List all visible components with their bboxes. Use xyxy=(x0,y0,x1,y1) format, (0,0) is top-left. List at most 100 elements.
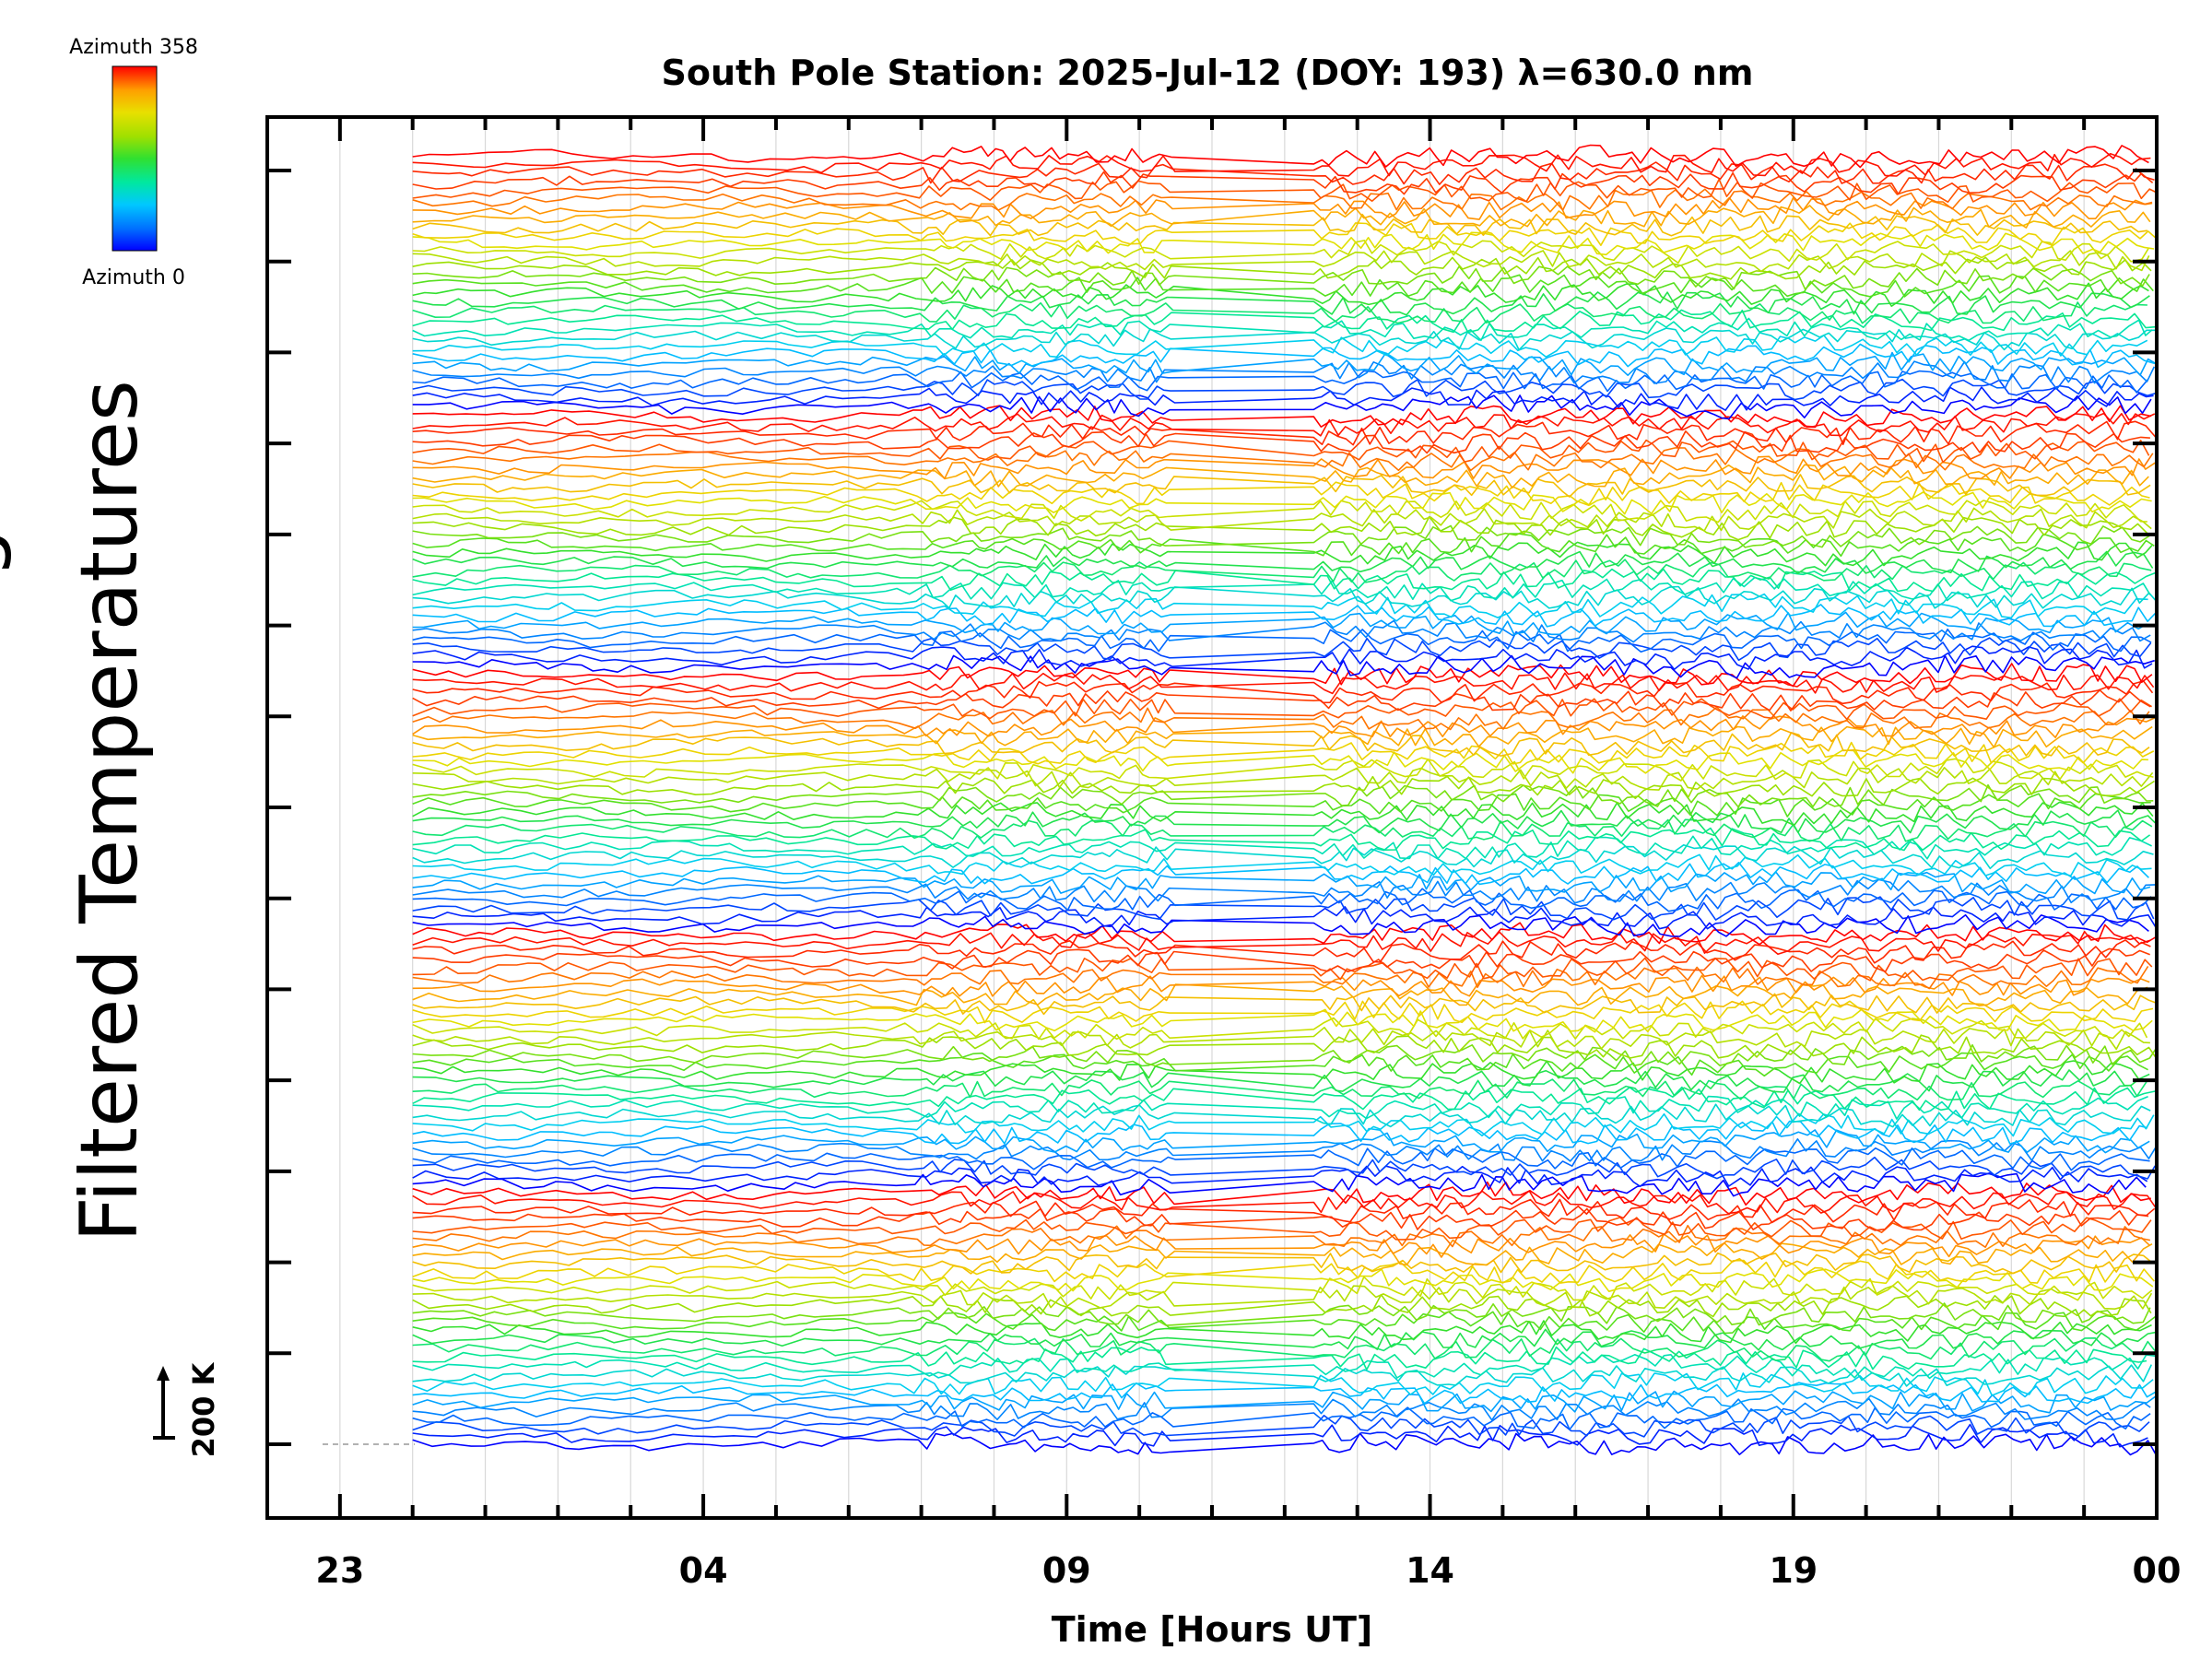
azimuth-trace xyxy=(412,922,2156,946)
azimuth-trace xyxy=(412,568,2157,593)
azimuth-trace xyxy=(412,291,2150,316)
azimuth-trace xyxy=(412,507,2152,532)
azimuth-trace xyxy=(412,550,2154,574)
azimuth-trace xyxy=(412,698,2153,721)
azimuth-trace xyxy=(412,663,2153,688)
azimuth-trace xyxy=(412,835,2152,860)
azimuth-trace xyxy=(412,1406,2151,1430)
azimuth-trace xyxy=(412,1198,2156,1224)
azimuth-trace xyxy=(412,611,2147,636)
x-tick-label: 14 xyxy=(1406,1550,1454,1591)
azimuth-trace xyxy=(412,957,2153,982)
azimuth-trace xyxy=(412,1086,2156,1112)
azimuth-trace xyxy=(412,862,2149,886)
azimuth-trace xyxy=(412,1120,2148,1145)
azimuth-trace xyxy=(412,343,2156,369)
azimuth-trace xyxy=(412,1320,2152,1345)
azimuth-trace xyxy=(412,1190,2158,1215)
plot-frame xyxy=(265,115,2159,1520)
azimuth-trace xyxy=(412,317,2153,342)
azimuth-trace xyxy=(412,301,2147,324)
azimuth-trace xyxy=(412,1354,2157,1380)
azimuth-traces xyxy=(412,144,2158,1456)
azimuth-trace xyxy=(412,1052,2148,1077)
azimuth-trace xyxy=(412,1328,2156,1351)
azimuth-trace xyxy=(412,515,2148,541)
azimuth-trace xyxy=(412,1302,2151,1326)
azimuth-trace xyxy=(412,818,2153,842)
colorbar-gradient xyxy=(112,65,158,252)
azimuth-trace xyxy=(412,213,2148,237)
azimuth-trace xyxy=(412,767,2154,791)
azimuth-trace xyxy=(412,689,2151,712)
azimuth-trace xyxy=(412,593,2148,619)
azimuth-trace xyxy=(412,188,2153,211)
azimuth-trace xyxy=(412,725,2153,748)
azimuth-trace xyxy=(412,1346,2147,1371)
azimuth-trace xyxy=(412,896,2155,921)
azimuth-trace xyxy=(412,455,2156,480)
azimuth-trace xyxy=(412,1069,2150,1093)
azimuth-trace xyxy=(412,222,2157,246)
azimuth-trace xyxy=(412,1008,2153,1033)
azimuth-trace xyxy=(412,481,2150,507)
azimuth-trace xyxy=(412,1337,2158,1362)
azimuth-trace xyxy=(412,360,2156,384)
azimuth-trace xyxy=(412,439,2150,464)
azimuth-trace xyxy=(412,1078,2148,1101)
azimuth-trace xyxy=(412,265,2150,290)
azimuth-trace xyxy=(412,386,2154,411)
azimuth-trace xyxy=(412,171,2154,195)
azimuth-trace xyxy=(412,783,2154,808)
azimuth-trace xyxy=(412,250,2150,273)
azimuth-trace xyxy=(412,153,2151,177)
azimuth-trace xyxy=(412,628,2152,653)
azimuth-trace xyxy=(412,1129,2150,1154)
azimuth-trace xyxy=(412,1415,2150,1438)
azimuth-trace xyxy=(412,809,2156,834)
azimuth-trace xyxy=(412,974,2150,997)
azimuth-trace xyxy=(412,351,2158,376)
azimuth-trace xyxy=(412,405,2152,429)
azimuth-trace xyxy=(412,1000,2154,1024)
azimuth-trace xyxy=(412,672,2155,695)
azimuth-trace xyxy=(412,947,2150,973)
azimuth-trace xyxy=(412,178,2157,203)
azimuth-trace xyxy=(412,906,2158,930)
azimuth-trace xyxy=(412,430,2150,454)
azimuth-trace xyxy=(412,205,2151,229)
azimuth-trace xyxy=(412,1382,2157,1405)
azimuth-trace xyxy=(412,604,2157,628)
azimuth-trace xyxy=(412,654,2155,679)
azimuth-trace xyxy=(412,741,2155,765)
azimuth-trace xyxy=(412,1285,2153,1310)
x-axis-label: Time [Hours UT] xyxy=(1052,1609,1373,1650)
azimuth-trace xyxy=(412,524,2152,548)
azimuth-trace xyxy=(412,394,2152,420)
azimuth-trace xyxy=(412,732,2150,757)
scale-bar: 200 K xyxy=(153,1361,221,1457)
azimuth-trace xyxy=(412,749,2148,774)
scale-bar-label: 200 K xyxy=(186,1361,221,1457)
azimuth-trace xyxy=(412,1423,2148,1448)
azimuth-trace xyxy=(412,533,2155,558)
x-tick-label: 23 xyxy=(315,1550,364,1591)
azimuth-trace xyxy=(412,1364,2153,1387)
azimuth-trace xyxy=(412,196,2153,220)
azimuth-trace xyxy=(412,500,2147,524)
azimuth-trace xyxy=(412,327,2155,351)
azimuth-trace xyxy=(412,844,2154,870)
azimuth-trace xyxy=(412,282,2149,307)
azimuth-trace xyxy=(412,1172,2147,1197)
azimuth-trace xyxy=(412,706,2150,731)
azimuth-trace xyxy=(412,378,2157,401)
azimuth-trace xyxy=(412,1390,2157,1414)
azimuth-trace xyxy=(412,1293,2152,1318)
x-tick-labels: 23 04 09 14 19 00 xyxy=(315,1550,2181,1591)
azimuth-trace xyxy=(412,1207,2149,1231)
azimuth-trace xyxy=(412,1112,2155,1137)
azimuth-trace xyxy=(412,1252,2151,1275)
azimuth-trace xyxy=(412,983,2148,1007)
scale-bar-arrow-icon xyxy=(157,1366,170,1381)
azimuth-trace xyxy=(412,1017,2148,1041)
